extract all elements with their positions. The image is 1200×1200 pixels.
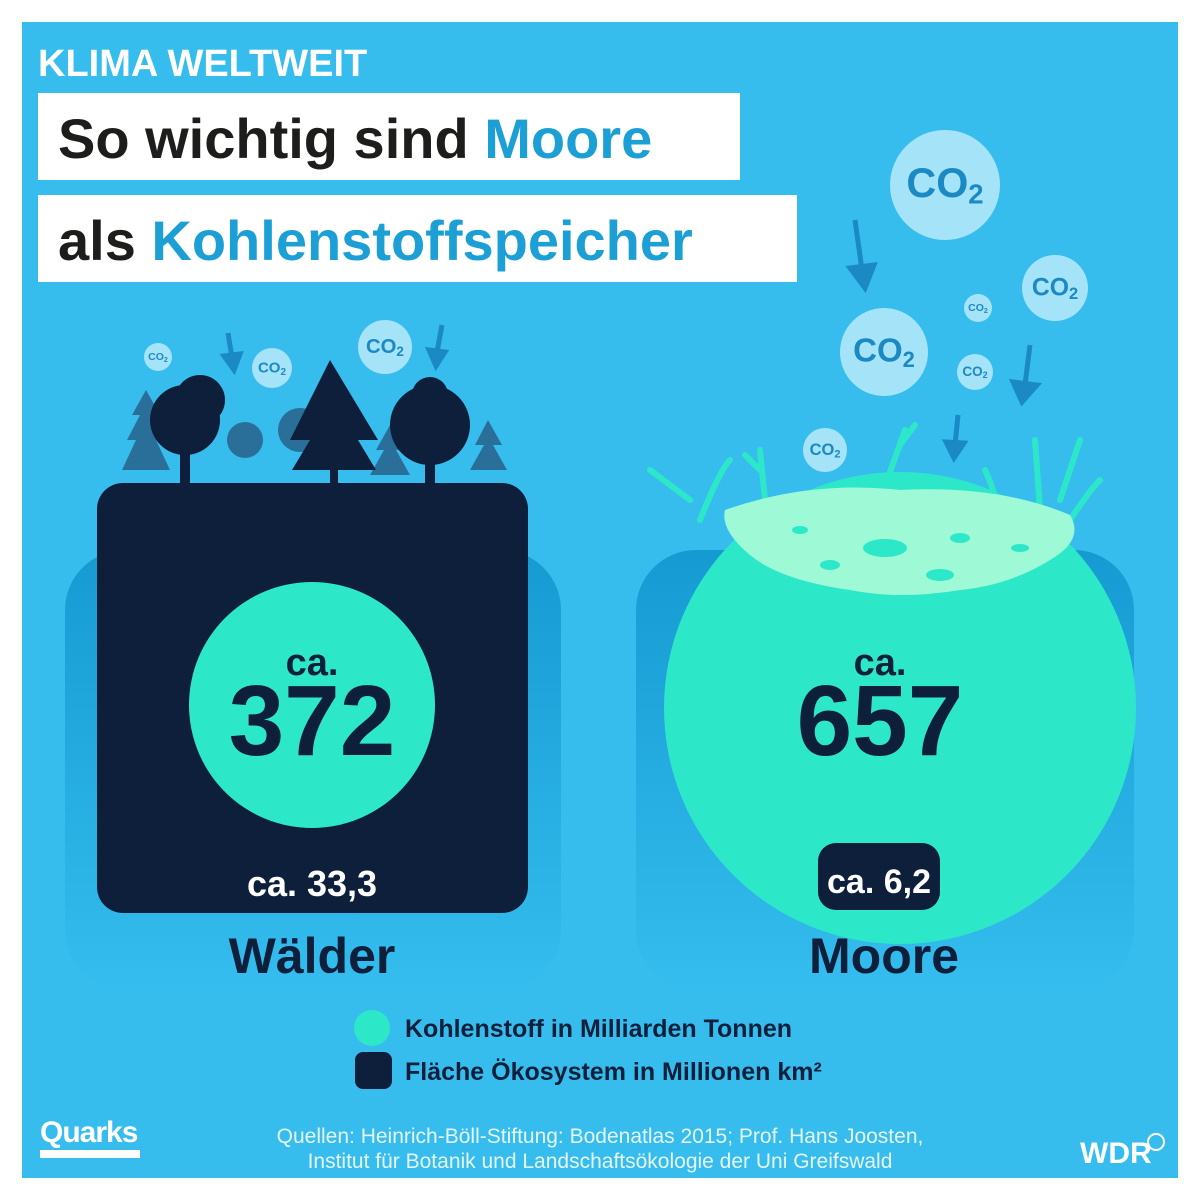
co2-base: CO xyxy=(366,336,396,358)
bubble xyxy=(957,354,993,390)
title-accent: Kohlenstoffspeicher xyxy=(151,209,692,272)
title-plain: als xyxy=(58,209,151,272)
carbon-prefix: ca. xyxy=(286,642,339,684)
title-line: So wichtig sind Moore xyxy=(58,107,652,170)
co2-bubble: CO2 xyxy=(957,354,993,390)
co2-bubble: CO2 xyxy=(252,348,292,388)
area-value: ca. 6,2 xyxy=(827,863,931,901)
ecosystem-name: Moore xyxy=(809,928,959,984)
moor-holes xyxy=(792,526,1029,581)
co2-bubble: CO2 xyxy=(358,320,412,374)
legend-label: Fläche Ökosystem in Millionen km² xyxy=(405,1057,822,1086)
bubble xyxy=(964,294,992,322)
co2-label: CO2 xyxy=(853,332,915,372)
co2-label: CO2 xyxy=(258,359,287,377)
forest xyxy=(122,360,507,485)
logo-bar xyxy=(40,1150,140,1158)
broadcaster-mark xyxy=(1147,1133,1165,1151)
co2-sub: 2 xyxy=(968,179,983,210)
ecosystem-name: Wälder xyxy=(229,928,396,984)
moor-area-box xyxy=(818,843,940,910)
bubble xyxy=(890,130,1000,240)
co2-base: CO xyxy=(258,359,281,376)
co2-label: CO2 xyxy=(1032,274,1078,303)
logo: Quarks xyxy=(40,1116,138,1149)
co2-base: CO xyxy=(962,364,982,379)
area-value: ca. 33,3 xyxy=(247,863,377,904)
co2-bubble: CO2 xyxy=(144,343,172,371)
bubble xyxy=(1022,255,1088,321)
co2-sub: 2 xyxy=(984,308,988,315)
co2-label: CO2 xyxy=(148,351,168,364)
bubble xyxy=(144,343,172,371)
co2-base: CO xyxy=(906,160,968,206)
kicker: KLIMA WELTWEIT xyxy=(38,43,367,85)
co2-sub: 2 xyxy=(280,367,286,378)
co2-base: CO xyxy=(853,332,903,369)
carbon-value: 657 xyxy=(797,665,964,777)
co2-bubble: CO2 xyxy=(964,294,992,322)
bubble xyxy=(840,308,928,396)
title-accent: Moore xyxy=(484,107,652,170)
co2-label: CO2 xyxy=(962,364,987,380)
title-plain: So wichtig sind xyxy=(58,107,484,170)
co2-label: CO2 xyxy=(810,441,841,461)
bubble xyxy=(803,428,847,472)
co2-label: CO2 xyxy=(968,302,988,315)
legend-swatch xyxy=(354,1010,390,1046)
co2-base: CO xyxy=(968,302,984,314)
co2-bubble: CO2 xyxy=(1022,255,1088,321)
title-line: als Kohlenstoffspeicher xyxy=(58,209,693,272)
bubble xyxy=(358,320,412,374)
title-box xyxy=(38,195,797,282)
co2-base: CO xyxy=(810,441,835,459)
source-line: Quellen: Heinrich-Böll-Stiftung: Bodenat… xyxy=(277,1125,924,1148)
co2-sub: 2 xyxy=(164,357,168,364)
title-box xyxy=(38,93,740,180)
co2-label: CO2 xyxy=(906,160,983,210)
legend-swatch xyxy=(355,1052,392,1089)
source-line: Institut für Botanik und Landschaftsökol… xyxy=(308,1150,893,1173)
arrows xyxy=(219,219,1043,463)
moor-circle xyxy=(664,472,1136,944)
co2-base: CO xyxy=(148,351,164,363)
broadcaster-logo: WDR xyxy=(1080,1137,1152,1170)
carbon-prefix: ca. xyxy=(854,642,907,684)
co2-bubble: CO2 xyxy=(890,130,1000,240)
co2-sub: 2 xyxy=(396,344,404,359)
co2-sub: 2 xyxy=(903,347,915,372)
co2-bubble: CO2 xyxy=(840,308,928,396)
carbon-value: 372 xyxy=(229,665,396,777)
co2-sub: 2 xyxy=(834,448,840,460)
co2-label: CO2 xyxy=(366,336,404,359)
legend-label: Kohlenstoff in Milliarden Tonnen xyxy=(405,1015,792,1043)
forest-carbon-circle xyxy=(189,582,435,828)
co2-base: CO xyxy=(1032,274,1069,301)
co2-bubble: CO2 xyxy=(803,428,847,472)
co2-sub: 2 xyxy=(1069,285,1078,303)
bubble xyxy=(252,348,292,388)
co2-sub: 2 xyxy=(983,370,988,380)
